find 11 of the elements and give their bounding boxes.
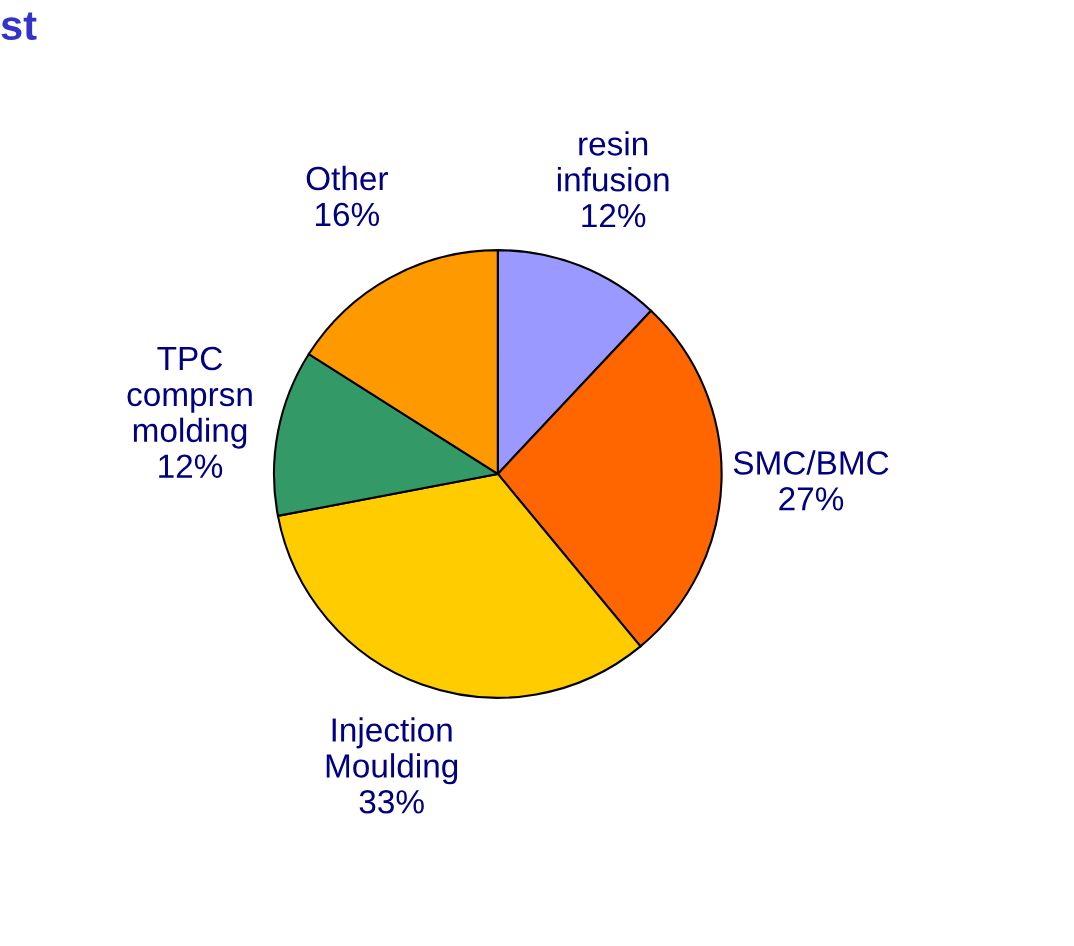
data-label: 12%: [159, 454, 223, 478]
data-label: 16%: [316, 202, 380, 227]
data-label: 12%: [582, 203, 646, 228]
data-label: 33%: [359, 790, 424, 814]
chart-title: st: [1, 12, 37, 41]
slice-label: Injection Moulding: [326, 717, 458, 785]
slice-label: resin infusion: [557, 131, 669, 192]
data-label: 27%: [779, 487, 844, 511]
slice-label: TPC comprsn molding: [127, 346, 252, 449]
slice-label: Other: [306, 165, 388, 191]
slice-label: SMC/BMC: [733, 450, 889, 475]
